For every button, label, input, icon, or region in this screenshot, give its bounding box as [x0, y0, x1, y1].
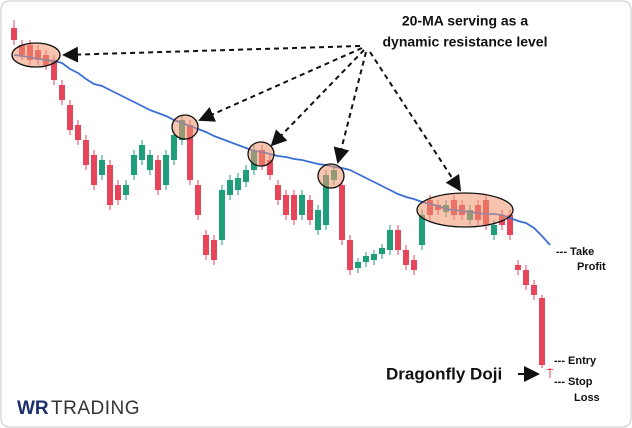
candle-body — [507, 215, 513, 235]
brand-mark: WR — [17, 398, 49, 419]
candle-body — [235, 178, 241, 190]
candle-body — [539, 298, 545, 365]
candle-body — [155, 160, 161, 190]
pattern-label: Dragonfly Doji — [386, 364, 502, 383]
candle-body — [531, 285, 537, 295]
oval — [317, 163, 345, 189]
candle-body — [171, 135, 177, 160]
candle-body — [115, 185, 121, 200]
candle-body — [11, 28, 17, 40]
candle-body — [227, 180, 233, 195]
oval — [247, 141, 275, 167]
candle-body — [123, 185, 129, 195]
candle-body — [275, 185, 281, 200]
candle-body — [371, 254, 377, 260]
candle-body — [267, 160, 273, 175]
arrows — [62, 45, 462, 192]
take-profit-label: --- Take — [556, 246, 594, 258]
oval — [416, 192, 514, 228]
candle-body — [323, 175, 329, 225]
candle-body — [211, 240, 217, 260]
candle-body — [395, 230, 401, 250]
candle-body — [51, 60, 57, 80]
candle-body — [147, 155, 153, 170]
candle-body — [299, 195, 305, 215]
take-profit-label: Profit — [577, 261, 606, 273]
candle-body — [195, 185, 201, 215]
annotation: 20-MA serving as a — [402, 13, 529, 29]
oval — [11, 42, 61, 68]
candle-body — [403, 250, 409, 265]
candle-body — [283, 195, 289, 215]
candle-body — [363, 256, 369, 262]
arrow — [369, 51, 462, 192]
brand-name: TRADING — [51, 398, 140, 419]
candle-body — [387, 230, 393, 250]
annotation: dynamic resistance level — [383, 34, 548, 50]
candle-body — [91, 155, 97, 185]
candle-body — [83, 140, 89, 165]
candle-body — [291, 195, 297, 220]
stop-loss-label: --- Stop — [554, 376, 593, 388]
candle-body — [107, 165, 113, 205]
candle-body — [411, 260, 417, 270]
candle-body — [219, 190, 225, 240]
candle-body — [491, 225, 497, 235]
arrow — [62, 45, 361, 63]
entry-label: --- Entry — [554, 355, 597, 367]
candle-body — [379, 248, 385, 254]
candle-body — [307, 200, 313, 220]
candle-body — [203, 235, 209, 255]
highlight-ovals — [11, 42, 514, 228]
arrow — [333, 51, 367, 164]
candle-body — [339, 185, 345, 240]
candle-body — [131, 155, 137, 175]
candle-body — [59, 85, 65, 100]
arrow — [198, 47, 363, 122]
candle-body — [99, 160, 105, 175]
candle-body — [347, 240, 353, 270]
candle-body — [243, 170, 249, 182]
candle-body — [67, 105, 73, 130]
oval — [171, 114, 199, 140]
candle-body — [187, 125, 193, 180]
candle-body — [315, 210, 321, 230]
candle-body — [75, 125, 81, 140]
candle-body — [163, 155, 169, 185]
candle-body — [139, 145, 145, 160]
candle-body — [515, 265, 521, 270]
stop-loss-label: Loss — [574, 392, 600, 404]
arrow — [270, 49, 365, 147]
candles — [11, 20, 553, 378]
candle-body — [355, 262, 361, 268]
candle-body — [419, 215, 425, 245]
candle-body — [547, 369, 553, 370]
candle-body — [523, 270, 529, 285]
